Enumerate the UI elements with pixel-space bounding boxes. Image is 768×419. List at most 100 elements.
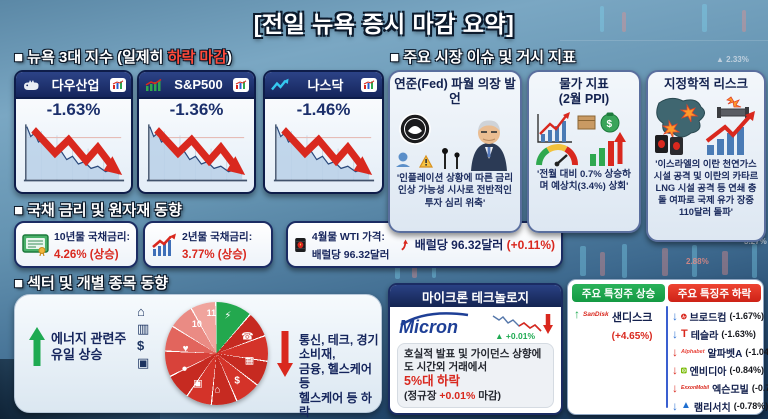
issue-subtitle: (2월 PPI): [558, 92, 610, 106]
section-header-issues: ■ 주요 시장 이슈 및 거시 지표: [390, 49, 576, 66]
section-bullet: ■: [390, 49, 400, 66]
stock-name: 램리서치: [693, 402, 731, 414]
sector-pie-chart: ⚡ ☎ ▦ $ ⌂ ▣ ● ♥ 10 11: [165, 302, 268, 405]
declining-price-chart: [146, 124, 248, 182]
svg-text:Micron: Micron: [399, 317, 458, 337]
stock-change: (-0.84%): [729, 365, 764, 375]
micron-mini-chart: [492, 314, 553, 334]
grid-line: [560, 40, 768, 41]
pie-label: 10: [191, 318, 202, 329]
issue-title: 물가 지표: [559, 77, 609, 91]
background-percent-label: ▲ 2.33%: [716, 55, 749, 64]
rate-label: 2년물 국채금리:: [182, 230, 253, 243]
featured-down-header: 주요 특징주 하락: [668, 284, 761, 302]
geopolitical-illustration: [655, 96, 755, 155]
header-highlight: 하락 마감: [167, 49, 228, 66]
candlestick-decoration: [692, 245, 697, 277]
chart-icon: ▥: [137, 321, 150, 336]
stock-change: (-1.67%): [729, 311, 764, 321]
certificate-icon: [22, 234, 49, 256]
candlestick-decoration: [662, 248, 668, 276]
candlestick-decoration: [622, 244, 627, 278]
list-item: ↓ 엔비디아 (-0.84%): [672, 361, 764, 379]
wti-label-2: 배럴당 96.32달러: [311, 248, 390, 261]
featured-down-list: ↓ 브로드컴 (-1.67%) ↓ T 테슬라 (-1.63%) ↓ Alpha…: [672, 307, 768, 415]
section-header-indices: ■ 뉴욕 3대 지수 (일제히 하락 마감): [14, 49, 233, 66]
stock-name: 테슬라: [690, 330, 719, 342]
micron-regular-session-change: ▲ +0.01%: [495, 331, 535, 341]
sandisk-logo: SanDisk: [583, 311, 609, 318]
lam-research-logo: ▲: [681, 400, 691, 411]
bank-icon: $: [137, 338, 145, 353]
nvidia-logo: [681, 367, 687, 373]
down-arrow-icon: ↓: [672, 381, 678, 395]
declining-price-chart: [273, 124, 375, 182]
stock-change: (+4.65%): [611, 331, 653, 342]
rate-value: 3.77% (상승): [182, 248, 247, 261]
stock-change: (-0.79%): [751, 383, 768, 393]
down-arrow-icon: ↓: [672, 399, 678, 413]
candlestick-decoration: [580, 246, 586, 276]
section-bullet: ■: [14, 49, 24, 66]
mini-chart-icon: [110, 77, 126, 92]
oil-barrel-icon: [295, 237, 306, 252]
featured-up-list: ↑ SanDisk 샌디스크 (+4.65%): [574, 308, 664, 344]
factory-icon: ⌂: [137, 304, 145, 319]
sector-up-note: 에너지 관련주 유일 상승: [51, 331, 127, 362]
tech-icon: ▦: [244, 355, 255, 367]
list-item: ↓ T 테슬라 (-1.63%): [672, 325, 764, 343]
stock-change: (-1.63%): [721, 329, 756, 339]
down-arrow-icon: ↓: [672, 363, 678, 377]
mini-chart-icon: [232, 77, 249, 92]
alphabet-logo: Alphabet: [681, 349, 705, 355]
micron-highlight: 5%대 하락: [404, 374, 461, 389]
section-header-sector: ■ 섹터 및 개별 종목 동향: [14, 275, 169, 292]
tesla-logo: T: [681, 327, 688, 340]
stock-name: 알파벳A: [707, 348, 743, 360]
fed-powell-illustration: [396, 113, 507, 171]
index-name: 나스닥: [307, 78, 344, 93]
index-change: -1.46%: [296, 100, 351, 119]
wti-label: 4월물 WTI 가격:: [311, 230, 385, 243]
exxonmobil-logo: ExxonMobil: [681, 385, 710, 391]
micron-title: 마이크론 테크놀로지: [390, 285, 561, 307]
stock-name: 엔비디아: [689, 366, 727, 378]
issue-title: 연준(Fed) 파월 의장 발언: [394, 77, 516, 106]
down-arrow-icon: ↓: [672, 327, 678, 341]
index-name: S&P500: [174, 77, 223, 92]
issue-quote: '전월 대비 0.7% 상승하며 예상치(3.4%) 상회': [537, 169, 631, 193]
chart-up-icon: [145, 78, 162, 91]
up-arrow-icon: [29, 327, 45, 366]
index-change: -1.63%: [46, 100, 101, 119]
divider: [666, 306, 668, 408]
index-name: 다우산업: [51, 78, 100, 93]
micron-panel: 마이크론 테크놀로지 Micron ▲ +0.01% 호실적 발표 및 가이던스…: [388, 283, 563, 415]
wti-change: (+0.11%): [506, 237, 555, 252]
stock-name: 엑슨모빌: [712, 384, 749, 396]
up-arrow-icon: ↑: [574, 307, 580, 321]
down-arrow-icon: ↓: [672, 345, 678, 359]
sector-down-note: 통신, 테크, 경기소비재, 금융, 헬스케어 등 헬스케어 등 하락: [299, 333, 379, 419]
stock-change: (-0.78%): [733, 401, 768, 411]
industry-icon: ▣: [193, 378, 203, 390]
wti-card: 4월물 WTI 가격: 배럴당 96.32달러 배럴당 96.32달러 (+0.…: [286, 221, 563, 268]
down-arrow-icon: ↓: [672, 309, 678, 323]
list-item: ↓ ExxonMobil 엑슨모빌 (-0.79%): [672, 379, 768, 397]
issue-quote: '인플레이션 상황에 따른 금리 인상 가능성 시사로 전반적인 투자 심리 위…: [396, 173, 514, 209]
briefcase-icon: ▣: [137, 355, 150, 370]
issue-card-ppi: 물가 지표 (2월 PPI) $ '전월 대비 0.7% 상승하며 예상치(3.4…: [527, 70, 641, 233]
bank-icon: ⌂: [214, 384, 221, 396]
featured-stocks-panel: 주요 특징주 상승 주요 특징주 하락 ↑ SanDisk 샌디스크 (+4.6…: [567, 279, 768, 415]
issue-card-fed: 연준(Fed) 파월 의장 발언 '인플레이션 상황에 따른 금리 인상 가능성…: [388, 70, 522, 233]
micron-description: 호실적 발표 및 가이던스 상향에도 시간외 거래에서 5%대 하락 (정규장 …: [397, 343, 554, 408]
background-percent-label: 2.88%: [686, 257, 709, 266]
sector-icon-strip: ⌂ ▥ $ ▣: [137, 305, 149, 369]
section-header-rates: ■ 국채 금리 및 원자재 동향: [14, 202, 182, 219]
index-card-dow: 다우산업 -1.63%: [14, 70, 133, 194]
rate-card-2y: 2년물 국채금리: 3.77% (상승): [143, 221, 273, 268]
candlestick-decoration: [742, 10, 746, 32]
list-item: ↓ Alphabet 알파벳A (-1.04%): [672, 343, 768, 361]
down-arrow-icon: [277, 331, 293, 377]
rate-label: 10년물 국채금리:: [53, 230, 130, 243]
